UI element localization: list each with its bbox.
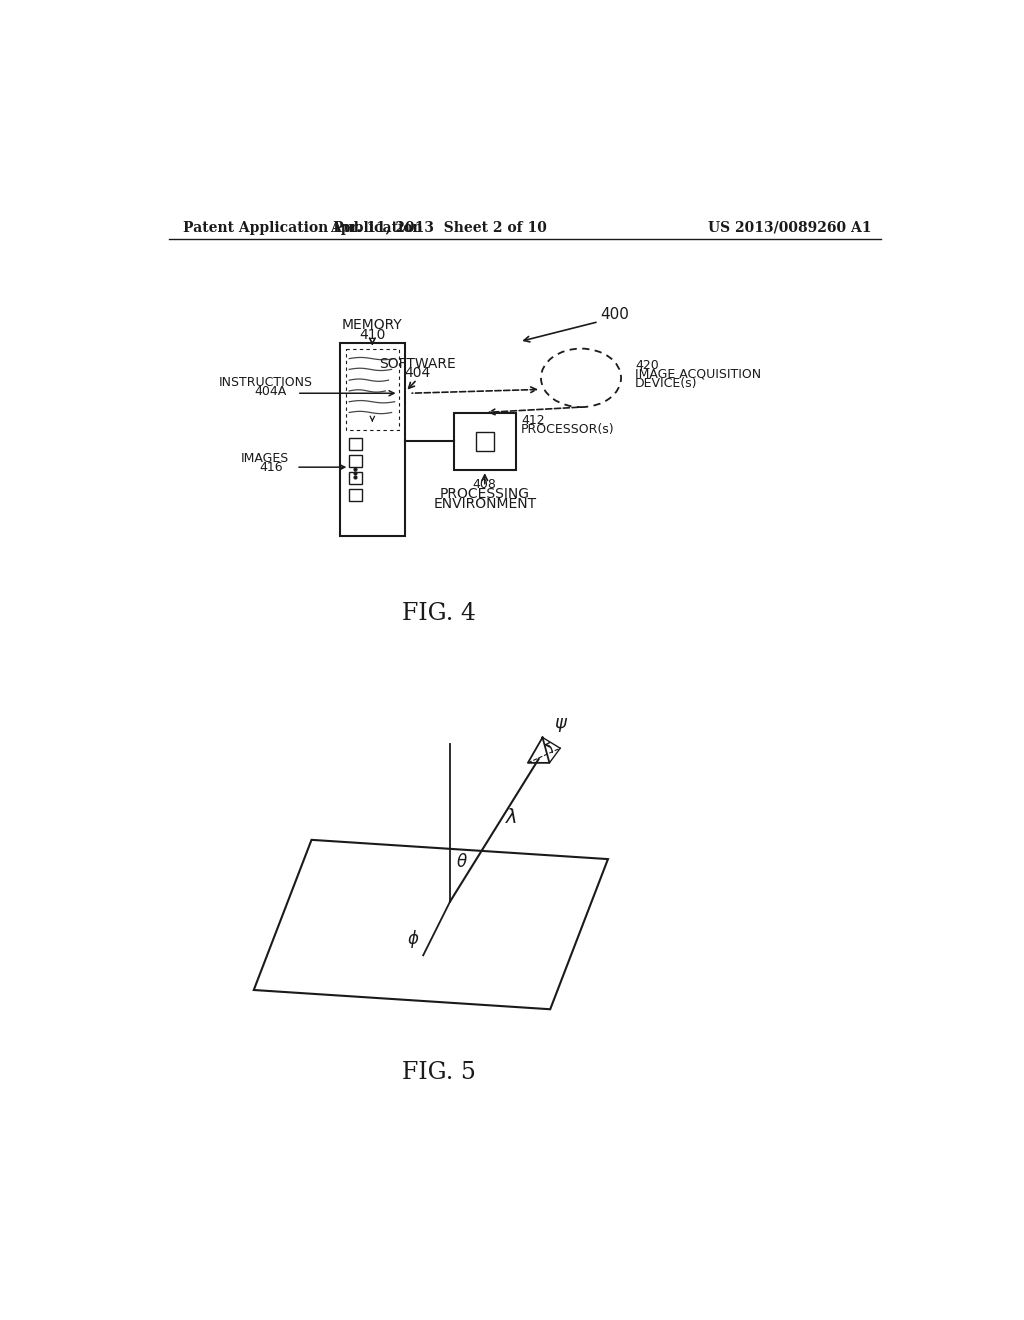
Text: Apr. 11, 2013  Sheet 2 of 10: Apr. 11, 2013 Sheet 2 of 10 <box>330 220 547 235</box>
Polygon shape <box>346 350 399 430</box>
Text: PROCESSING: PROCESSING <box>439 487 529 502</box>
Polygon shape <box>340 343 406 536</box>
Text: $\lambda$: $\lambda$ <box>505 808 517 828</box>
Polygon shape <box>349 471 361 484</box>
Text: FIG. 4: FIG. 4 <box>401 602 475 626</box>
Text: INSTRUCTIONS: INSTRUCTIONS <box>218 376 312 388</box>
Text: $\psi$: $\psi$ <box>554 717 568 734</box>
Text: 410: 410 <box>359 327 385 342</box>
Polygon shape <box>349 455 361 467</box>
Text: 408: 408 <box>473 478 497 491</box>
Polygon shape <box>349 488 361 502</box>
Text: PROCESSOR(s): PROCESSOR(s) <box>521 424 614 437</box>
Text: 404A: 404A <box>255 385 287 397</box>
Polygon shape <box>349 438 361 450</box>
Polygon shape <box>475 432 494 450</box>
Polygon shape <box>454 412 515 470</box>
Text: IMAGES: IMAGES <box>242 451 290 465</box>
Text: 420: 420 <box>635 359 658 372</box>
Text: SOFTWARE: SOFTWARE <box>380 356 456 371</box>
Text: FIG. 5: FIG. 5 <box>401 1060 475 1084</box>
Text: 404: 404 <box>404 366 431 380</box>
Text: $\phi$: $\phi$ <box>407 928 419 950</box>
Text: MEMORY: MEMORY <box>342 318 402 333</box>
Text: 412: 412 <box>521 414 545 428</box>
Polygon shape <box>254 840 608 1010</box>
Text: ENVIRONMENT: ENVIRONMENT <box>433 498 537 511</box>
Text: Patent Application Publication: Patent Application Publication <box>183 220 423 235</box>
Ellipse shape <box>541 348 621 407</box>
Text: IMAGE ACQUISITION: IMAGE ACQUISITION <box>635 368 761 381</box>
Text: DEVICE(s): DEVICE(s) <box>635 378 697 391</box>
Text: US 2013/0089260 A1: US 2013/0089260 A1 <box>708 220 871 235</box>
Text: 400: 400 <box>600 306 629 322</box>
Text: $\theta$: $\theta$ <box>457 853 468 871</box>
Text: 416: 416 <box>259 461 283 474</box>
